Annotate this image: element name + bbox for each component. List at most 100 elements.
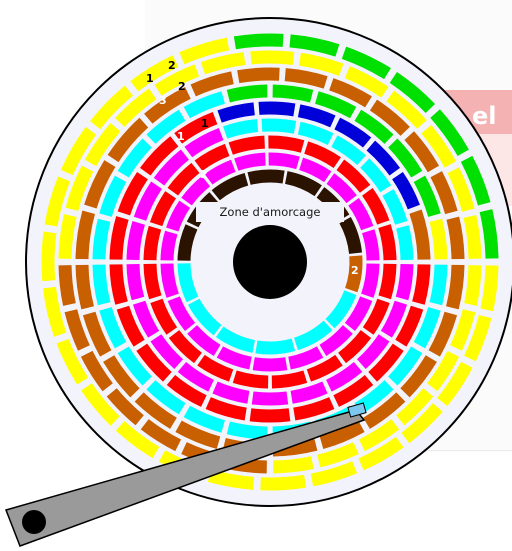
track-sector — [166, 374, 207, 407]
track-sector — [75, 264, 94, 310]
track-sector — [395, 305, 424, 347]
track-sector — [298, 157, 332, 183]
track-sector — [368, 343, 404, 382]
track-sector — [366, 140, 401, 176]
track-sector — [480, 265, 499, 312]
track-sector — [92, 264, 111, 306]
track-sector — [168, 329, 203, 364]
track-sector — [197, 354, 234, 382]
arm-pivot — [22, 510, 46, 534]
track-sector — [211, 173, 249, 201]
track-sector — [143, 263, 162, 300]
track-sector — [358, 436, 404, 471]
track-sector — [92, 218, 111, 260]
sector-number: 2 — [168, 59, 176, 72]
track-sector — [84, 122, 121, 167]
track-sector — [181, 176, 211, 206]
sector-number: 1 — [201, 117, 209, 130]
sector-number: 2 — [351, 264, 359, 277]
track-sector — [362, 229, 380, 261]
disk-spindle — [233, 225, 307, 299]
disk-tracks — [41, 33, 499, 491]
track-sector — [212, 381, 250, 404]
track-sector — [103, 355, 140, 398]
track-sector — [404, 131, 440, 173]
track-sector — [356, 334, 390, 369]
track-sector — [177, 361, 215, 392]
track-sector — [234, 152, 266, 171]
track-sector — [421, 125, 457, 168]
track-sector — [460, 155, 491, 206]
track-sector — [361, 263, 380, 298]
sector-number: 2 — [178, 80, 186, 93]
track-sector — [228, 135, 266, 155]
track-sector — [430, 109, 469, 157]
track-sector — [255, 338, 296, 355]
track-sector — [333, 374, 374, 407]
track-sector — [183, 91, 226, 119]
track-sector — [187, 298, 222, 336]
track-sector — [126, 221, 145, 261]
track-sector — [187, 325, 221, 356]
track-sector — [446, 216, 465, 260]
track-sector — [99, 175, 127, 218]
track-sector — [146, 380, 186, 415]
track-sector — [293, 320, 333, 351]
track-sector — [463, 214, 482, 260]
track-sector — [64, 309, 90, 351]
track-sector — [44, 176, 71, 227]
track-sector — [319, 420, 365, 450]
track-sector — [204, 159, 236, 185]
sector-number: 3 — [159, 94, 167, 107]
sector-number: 2 — [200, 168, 208, 181]
track-sector — [400, 355, 437, 398]
track-sector — [56, 338, 89, 385]
track-sector — [126, 263, 145, 301]
read-head — [347, 402, 367, 418]
track-sector — [382, 189, 408, 225]
track-sector — [150, 334, 184, 369]
track-sector — [179, 37, 230, 65]
track-sector — [84, 160, 116, 209]
track-sector — [268, 135, 305, 153]
background-red-text: el — [472, 102, 497, 130]
track-sector — [413, 175, 441, 218]
track-sector — [226, 84, 268, 103]
track-sector — [314, 91, 357, 119]
track-sector — [167, 296, 196, 332]
sector-number: 1 — [146, 72, 154, 85]
track-sector — [358, 419, 400, 452]
track-sector — [136, 343, 172, 382]
sector-numbers: 1 2 3 2 1 1 2 2 — [146, 59, 359, 277]
track-sector — [464, 265, 482, 306]
track-sector — [388, 138, 423, 178]
track-sector — [109, 264, 128, 305]
track-sector — [258, 101, 296, 117]
track-sector — [479, 209, 499, 259]
track-sector — [190, 71, 234, 97]
track-sector — [106, 388, 144, 426]
track-sector — [205, 397, 247, 421]
track-sector — [160, 263, 179, 298]
track-sector — [380, 300, 408, 338]
track-sector — [109, 216, 129, 260]
track-sector — [146, 109, 186, 144]
track-sector — [389, 72, 436, 114]
track-sector — [430, 171, 458, 215]
track-sector — [250, 50, 295, 65]
track-sector — [233, 33, 284, 50]
track-sector — [153, 149, 190, 186]
track-sector — [252, 357, 288, 372]
track-sector — [369, 99, 410, 136]
track-sector — [134, 392, 177, 429]
track-sector — [450, 309, 476, 351]
track-sector — [117, 172, 148, 216]
track-sector — [81, 383, 120, 426]
track-sector — [348, 198, 374, 231]
track-sector — [217, 102, 255, 123]
track-sector — [325, 290, 357, 329]
track-sector — [107, 117, 149, 163]
sector-number: 1 — [177, 130, 185, 143]
track-sector — [174, 112, 218, 144]
track-sector — [80, 350, 113, 392]
